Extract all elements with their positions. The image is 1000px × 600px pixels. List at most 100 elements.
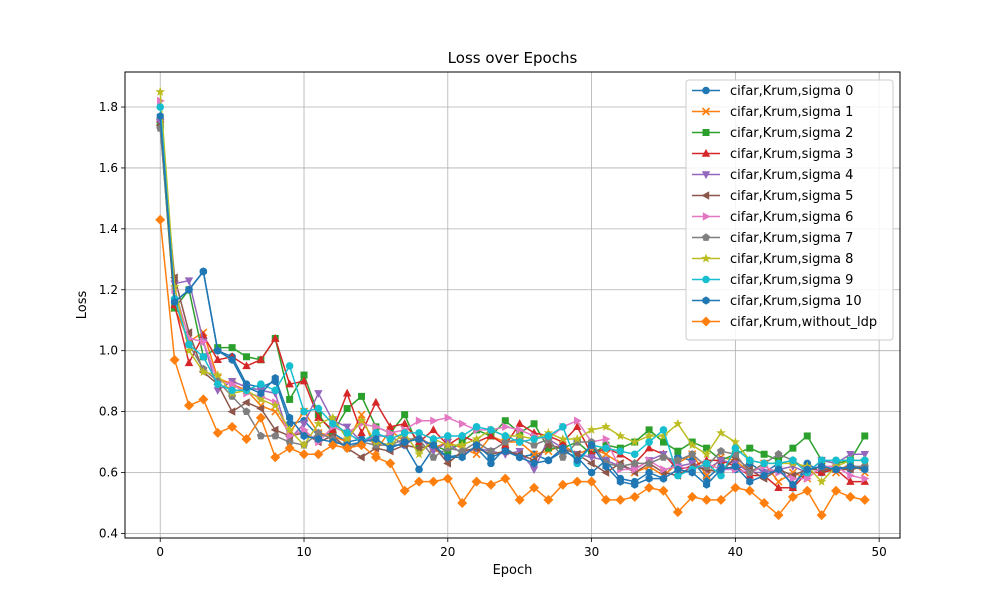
data-point	[299, 420, 309, 429]
data-point	[487, 453, 495, 462]
data-point	[703, 444, 711, 452]
legend-marker	[702, 275, 710, 284]
data-point	[586, 459, 595, 468]
data-point	[629, 437, 640, 447]
data-point	[501, 432, 510, 440]
data-point	[701, 449, 712, 459]
data-point	[746, 477, 754, 486]
data-point	[372, 434, 380, 444]
data-point	[816, 476, 827, 486]
data-point	[327, 440, 338, 451]
data-point	[515, 438, 524, 446]
data-point	[846, 477, 855, 485]
legend-label: cifar,Krum,sigma 4	[730, 168, 853, 183]
data-point	[645, 438, 653, 446]
data-point	[760, 450, 768, 458]
data-point	[485, 479, 496, 490]
data-point	[198, 367, 209, 377]
data-point	[745, 468, 754, 476]
data-point	[486, 431, 496, 440]
data-point	[199, 330, 208, 339]
data-point	[314, 413, 323, 421]
data-point	[674, 471, 682, 480]
data-point	[544, 432, 553, 440]
data-point	[429, 441, 437, 450]
data-point	[859, 494, 870, 505]
legend-marker	[701, 316, 711, 327]
data-point	[169, 354, 180, 365]
legend-label: cifar,Krum,sigma 7	[730, 231, 853, 246]
data-point	[242, 407, 251, 416]
data-point	[185, 285, 193, 294]
data-point	[343, 405, 351, 413]
x-tick-label: 20	[440, 545, 455, 559]
data-point	[572, 450, 581, 459]
data-point	[573, 456, 581, 465]
data-point	[659, 438, 667, 446]
data-point	[601, 421, 611, 431]
data-point	[387, 428, 395, 438]
data-point	[774, 465, 783, 474]
legend-label: cifar,Krum,sigma 1	[730, 105, 853, 120]
data-point	[831, 485, 842, 496]
data-point	[501, 437, 510, 446]
y-axis-label: Loss	[75, 291, 90, 320]
data-point	[399, 485, 410, 496]
y-tick-label: 1.0	[99, 344, 118, 358]
data-point	[299, 376, 309, 385]
data-point	[473, 441, 481, 450]
data-point	[574, 416, 582, 425]
data-point	[471, 476, 482, 487]
legend: cifar,Krum,sigma 0 cifar,Krum,sigma 1 cifa…	[685, 79, 894, 341]
y-tick-label: 1.8	[99, 100, 118, 114]
data-point	[645, 426, 653, 434]
legend-item: cifar,Krum,sigma 9	[692, 273, 853, 288]
legend-item: cifar,Krum,sigma 0	[692, 84, 853, 99]
data-point	[457, 440, 467, 450]
data-point	[372, 422, 381, 432]
data-point	[285, 437, 294, 446]
data-point	[846, 451, 855, 459]
data-point	[285, 379, 294, 388]
data-point	[300, 431, 308, 441]
data-point	[645, 474, 653, 483]
data-point	[212, 427, 223, 438]
data-point	[530, 435, 538, 443]
data-point	[486, 446, 495, 455]
data-point	[401, 437, 409, 447]
y-tick-label: 1.2	[99, 283, 118, 297]
data-point	[198, 394, 209, 405]
data-point	[629, 491, 640, 502]
data-point	[658, 485, 669, 496]
data-point	[817, 456, 826, 465]
data-point	[270, 452, 281, 463]
data-point	[717, 471, 725, 480]
data-point	[487, 426, 495, 434]
data-point	[386, 422, 395, 431]
data-point	[502, 422, 510, 432]
data-point	[602, 462, 610, 471]
data-point	[501, 447, 509, 456]
data-point	[559, 423, 567, 431]
data-point	[300, 371, 308, 379]
data-point	[255, 412, 266, 423]
data-point	[184, 277, 194, 286]
data-point	[256, 355, 266, 364]
data-point	[688, 450, 697, 458]
data-point	[861, 465, 869, 474]
data-point	[515, 419, 524, 427]
x-tick-label: 0	[156, 545, 164, 559]
data-point	[687, 491, 698, 502]
legend-marker	[701, 253, 711, 263]
data-point	[183, 400, 194, 411]
data-point	[616, 462, 625, 470]
data-point	[414, 449, 424, 459]
series-10	[156, 112, 869, 489]
data-point	[429, 447, 438, 456]
data-point	[789, 456, 797, 465]
data-point	[530, 440, 539, 449]
data-point	[846, 462, 854, 471]
data-point	[658, 430, 669, 441]
legend-item: cifar,Krum,sigma 1	[692, 105, 853, 120]
